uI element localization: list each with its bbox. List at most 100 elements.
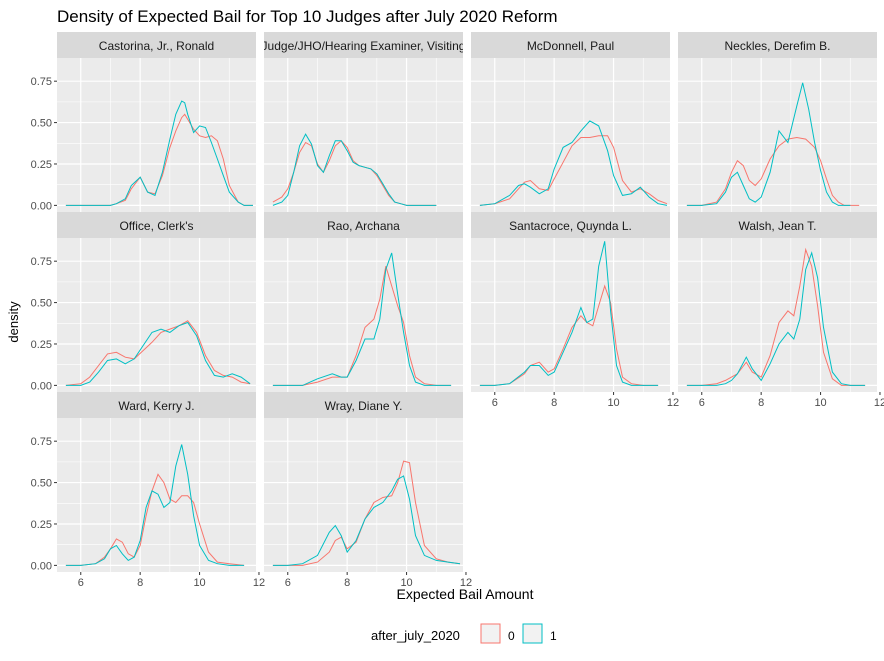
x-tick-label: 6 [78, 577, 84, 589]
y-tick-label: 0.25 [31, 339, 52, 351]
facet-walsh-jean-t: Walsh, Jean T. 6 8 10 12 [678, 212, 884, 409]
x-tick-label: 10 [814, 397, 826, 409]
y-tick-label: 0.75 [31, 436, 52, 448]
panel-background [57, 58, 256, 212]
facet-office-clerk-s: Office, Clerk's 0.00 0.25 0.50 0.75 [31, 212, 256, 392]
density-line-series-0 [479, 284, 659, 386]
facet-strip-label: McDonnell, Paul [527, 39, 614, 53]
x-axis-title: Expected Bail Amount [397, 586, 534, 602]
legend-key [480, 623, 501, 644]
legend-key [522, 623, 543, 644]
facet-rao-archana: Rao, Archana [264, 212, 463, 392]
density-line-series-1 [479, 241, 659, 386]
facet-strip [264, 392, 463, 418]
panel-background [678, 58, 877, 212]
x-tick-label: 6 [492, 397, 498, 409]
y-tick-label: 0.50 [31, 298, 52, 310]
x-tick-label: 6 [699, 397, 705, 409]
panel-background [264, 238, 463, 392]
y-tick-label: 0.50 [31, 118, 52, 130]
x-tick-label: 12 [667, 397, 679, 409]
x-tick-label: 8 [137, 577, 143, 589]
x-tick-label: 12 [253, 577, 265, 589]
density-line-series-1 [65, 321, 251, 386]
facet-strip [57, 212, 256, 238]
facet-strip-label: Wray, Diane Y. [325, 399, 403, 413]
legend-label: 0 [508, 629, 515, 643]
y-tick-label: 0.75 [31, 256, 52, 268]
density-line-series-0 [272, 460, 461, 566]
x-tick-label: 8 [344, 577, 350, 589]
panel-background [264, 58, 463, 212]
facet-strip [57, 32, 256, 58]
x-tick-label: 8 [758, 397, 764, 409]
panel-background [678, 238, 877, 392]
panel-background [471, 58, 670, 212]
legend-entry-0: 0 [480, 623, 515, 644]
panel-background [57, 418, 256, 572]
density-line-series-0 [272, 266, 452, 386]
panel-grid [471, 58, 670, 212]
y-tick-label: 0.00 [31, 200, 52, 212]
density-line-series-0 [686, 247, 866, 386]
facet-santacroce-quynda-l: Santacroce, Quynda L. 6 8 10 12 [471, 212, 679, 409]
chart-title: Density of Expected Bail for Top 10 Judg… [57, 7, 558, 26]
facet-strip [264, 32, 463, 58]
x-tick-label: 10 [607, 397, 619, 409]
panel-grid [264, 238, 463, 392]
x-tick-label: 10 [400, 577, 412, 589]
facet-neckles-derefim-b: Neckles, Derefim B. [678, 32, 877, 212]
facet-strip-label: Santacroce, Quynda L. [509, 219, 632, 233]
density-line-series-1 [65, 444, 245, 566]
facet-strip [678, 32, 877, 58]
y-tick-label: 0.00 [31, 560, 52, 572]
density-line-series-0 [65, 320, 251, 386]
density-line-series-1 [65, 100, 253, 206]
y-axis-title: density [6, 301, 21, 343]
facet-strip-label: Ward, Kerry J. [118, 399, 194, 413]
x-tick-label: 10 [193, 577, 205, 589]
facet-strip [471, 212, 670, 238]
panel-background [264, 418, 463, 572]
y-tick-label: 0.25 [31, 519, 52, 531]
density-line-series-1 [479, 120, 668, 206]
density-line-series-1 [272, 252, 452, 386]
y-tick-label: 0.75 [31, 76, 52, 88]
panel-grid [57, 238, 256, 392]
x-tick-label: 12 [874, 397, 884, 409]
facet-strip-label: Office, Clerk's [119, 219, 193, 233]
y-tick-label: 0.00 [31, 380, 52, 392]
facet-strip-label: Castorina, Jr., Ronald [99, 39, 214, 53]
facet-wray-diane-y: Wray, Diane Y. 6 8 10 12 [264, 392, 472, 589]
panel-grid [57, 58, 256, 212]
density-line-series-1 [686, 251, 866, 386]
facet-panels: Castorina, Jr., Ronald 0.00 0.25 0.50 0.75 Ju… [31, 32, 884, 589]
facet-ward-kerry-j: Ward, Kerry J. 0.00 0.25 0.50 0.75 6 8 10 12 [31, 392, 265, 589]
facet-strip [678, 212, 877, 238]
x-tick-label: 6 [285, 577, 291, 589]
facet-strip [57, 392, 256, 418]
x-tick-label: 8 [551, 397, 557, 409]
panel-background [471, 238, 670, 392]
density-line-series-0 [686, 136, 860, 206]
facet-judge-jho-hearing-examiner-visiting: Judge/JHO/Hearing Examiner, Visiting [262, 32, 466, 212]
panel-background [57, 238, 256, 392]
legend-label: 1 [550, 629, 557, 643]
legend-entry-1: 1 [522, 623, 557, 644]
y-tick-label: 0.50 [31, 478, 52, 490]
facet-strip [264, 212, 463, 238]
facet-mcdonnell-paul: McDonnell, Paul [471, 32, 670, 212]
y-tick-label: 0.25 [31, 159, 52, 171]
facet-strip-label: Neckles, Derefim B. [724, 39, 830, 53]
facet-strip-label: Walsh, Jean T. [738, 219, 816, 233]
facet-strip-label: Judge/JHO/Hearing Examiner, Visiting [262, 39, 466, 53]
facet-strip-label: Rao, Archana [327, 219, 400, 233]
density-line-series-1 [686, 82, 851, 206]
legend-title: after_july_2020 [371, 628, 460, 643]
density-line-series-1 [272, 475, 461, 566]
facet-castorina-jr-ronald: Castorina, Jr., Ronald 0.00 0.25 0.50 0.75 [31, 32, 256, 212]
density-line-series-1 [272, 133, 437, 206]
